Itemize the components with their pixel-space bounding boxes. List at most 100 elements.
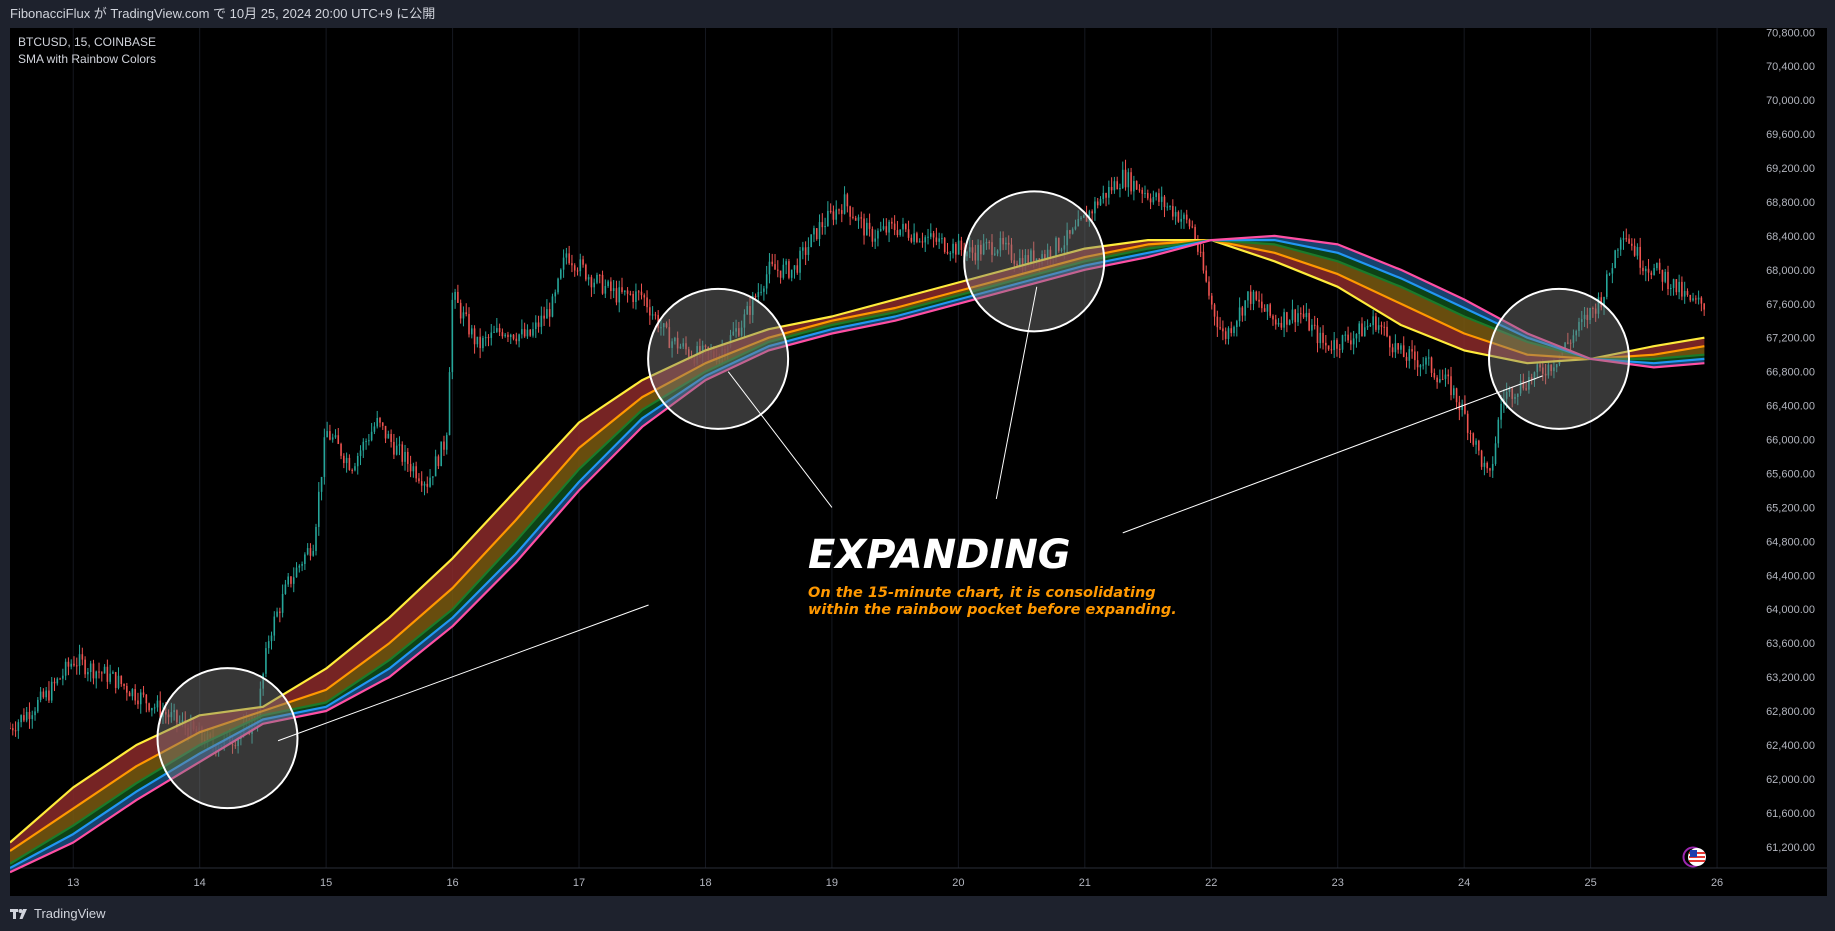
candle-body	[1394, 343, 1397, 353]
chart-background	[10, 28, 1827, 896]
candle-body	[1455, 388, 1458, 403]
candle-body	[284, 584, 287, 594]
candle-body	[1564, 342, 1566, 351]
candle-body	[857, 217, 860, 221]
candle-body	[459, 302, 462, 319]
candle-body	[1469, 432, 1472, 434]
candle-body	[765, 274, 768, 289]
sma-series-line[interactable]	[10, 239, 1705, 865]
candle-body	[1191, 226, 1194, 228]
candle-body	[326, 431, 328, 438]
candle-body	[821, 222, 824, 228]
candle-body	[529, 329, 532, 336]
candle-body	[1525, 388, 1527, 390]
candle-body	[1216, 316, 1219, 328]
candle-body	[1661, 269, 1664, 282]
candle-body	[1594, 308, 1597, 314]
candle-body	[262, 673, 264, 689]
candle-body	[451, 299, 454, 373]
candle-body	[31, 715, 34, 719]
candle-body	[635, 291, 637, 302]
candle-body	[860, 217, 863, 219]
chart-area[interactable]: 70,800.00 70,400.00 70,000.00 69,600.00 69,2…	[10, 28, 1827, 896]
candle-body	[796, 265, 799, 273]
us-flag-icon[interactable]	[1682, 846, 1708, 868]
candle-body	[829, 210, 832, 212]
candle-body	[576, 270, 579, 272]
candle-body	[156, 700, 159, 708]
candle-body	[966, 251, 968, 257]
candle-body	[1174, 212, 1177, 217]
sma-series-line[interactable]	[10, 239, 1705, 869]
candle-body	[1536, 364, 1539, 373]
candle-body	[1441, 379, 1444, 381]
candle-body	[1533, 372, 1536, 381]
candle-body	[885, 226, 888, 233]
candle-body	[993, 253, 996, 255]
candle-body	[1336, 340, 1338, 349]
candle-body	[1069, 230, 1071, 234]
candle-body	[952, 243, 954, 254]
price-tick-label: 67,200.00	[1766, 333, 1815, 345]
candle-body	[11, 728, 14, 731]
symbol-line[interactable]: BTCUSD, 15, COINBASE	[18, 35, 157, 49]
candle-body	[1425, 357, 1427, 365]
candle-body	[1222, 328, 1224, 332]
candle-body	[1280, 322, 1283, 328]
candle-body	[490, 332, 493, 338]
price-tick-label: 65,600.00	[1766, 468, 1815, 480]
candle-body	[1578, 321, 1580, 331]
price-tick-label: 68,800.00	[1766, 197, 1815, 209]
candle-body	[665, 323, 668, 328]
candle-body	[304, 554, 306, 564]
candle-body	[1166, 206, 1169, 208]
candle-body	[1252, 291, 1255, 304]
sma-series-line[interactable]	[10, 239, 1705, 844]
candle-body	[159, 700, 162, 718]
candle-body	[1522, 380, 1525, 389]
candle-body	[128, 692, 131, 697]
candle-body	[1458, 402, 1461, 411]
candle-body	[1644, 268, 1647, 272]
candle-body	[590, 277, 593, 288]
candle-body	[1049, 249, 1052, 258]
candle-body	[779, 270, 782, 278]
candle-body	[1619, 239, 1622, 250]
candle-body	[404, 451, 406, 462]
candle-body	[28, 711, 31, 719]
candle-body	[1372, 316, 1374, 326]
candle-body	[771, 261, 774, 265]
highlight-circle	[1488, 287, 1631, 430]
candle-body	[1575, 330, 1578, 336]
candle-body	[1369, 325, 1372, 327]
candle-body	[646, 297, 648, 308]
candle-body	[1391, 347, 1394, 353]
candle-body	[676, 337, 679, 349]
candle-body	[587, 277, 590, 280]
sma-series-line[interactable]	[10, 239, 1705, 852]
candle-body	[985, 242, 988, 244]
candle-body	[267, 641, 270, 649]
candle-body	[1611, 268, 1614, 274]
price-axis-panel[interactable]	[1755, 28, 1827, 896]
candle-body	[1617, 249, 1619, 251]
candle-body	[351, 469, 353, 471]
candle-body	[571, 263, 573, 266]
candle-body	[534, 322, 537, 330]
candle-body	[840, 210, 843, 214]
tradingview-logo[interactable]: TradingView	[10, 906, 106, 921]
candle-body	[632, 293, 634, 302]
candle-body	[1305, 312, 1308, 318]
candle-body	[1297, 313, 1299, 323]
price-chart[interactable]: 70,800.00 70,400.00 70,000.00 69,600.00 69,2…	[10, 28, 1827, 896]
indicator-name[interactable]: SMA with Rainbow Colors	[18, 52, 157, 66]
candle-body	[1110, 186, 1113, 191]
candle-body	[434, 456, 437, 477]
candle-body	[1066, 230, 1068, 246]
price-tick-label: 64,400.00	[1766, 570, 1815, 582]
candle-body	[1400, 345, 1402, 350]
candle-body	[879, 229, 882, 231]
candle-body	[379, 417, 381, 423]
candle-body	[87, 671, 89, 675]
annotation-pointer-line	[727, 371, 833, 508]
